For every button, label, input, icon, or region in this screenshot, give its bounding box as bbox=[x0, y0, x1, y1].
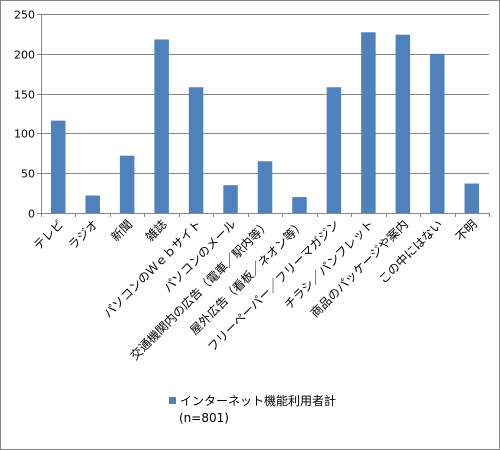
y-tick-label: 200 bbox=[14, 49, 35, 62]
y-tick-label: 100 bbox=[14, 128, 35, 141]
bar bbox=[395, 34, 411, 213]
bar bbox=[430, 53, 445, 213]
x-category-label: 不明 bbox=[453, 217, 480, 244]
bar bbox=[154, 39, 169, 213]
y-tick-label: 150 bbox=[14, 89, 35, 102]
bar bbox=[188, 87, 204, 213]
bar bbox=[119, 155, 135, 213]
x-category-label: テレビ bbox=[31, 217, 66, 252]
y-tick-label: 50 bbox=[21, 168, 35, 181]
bar bbox=[361, 32, 376, 213]
bar bbox=[50, 120, 66, 213]
y-tick-label: 0 bbox=[28, 208, 35, 221]
bar bbox=[464, 183, 480, 213]
x-category-labels: テレビ ラジオ 新聞 雑誌パソコンのＷｅｂサイトパソコンのメール交通機関内の広告（電車… bbox=[31, 217, 480, 363]
x-category-label: 新聞 bbox=[108, 217, 136, 245]
legend-label: インターネット機能利用者計 bbox=[180, 393, 336, 408]
bars bbox=[50, 32, 480, 213]
bar bbox=[326, 87, 342, 213]
legend-swatch bbox=[169, 397, 176, 404]
x-category-label: 雑誌 bbox=[142, 217, 170, 245]
bar bbox=[85, 195, 100, 213]
bar bbox=[223, 185, 238, 213]
legend-note: (n=801) bbox=[179, 411, 229, 425]
y-tick-labels: 0 50 100 150 200 250 bbox=[14, 9, 35, 221]
x-category-label: ラジオ bbox=[66, 217, 101, 252]
gridlines bbox=[41, 14, 489, 174]
bar bbox=[292, 197, 307, 213]
bar bbox=[257, 161, 273, 213]
axes bbox=[37, 14, 490, 217]
legend: インターネット機能利用者計 (n=801) bbox=[169, 393, 336, 425]
y-tick-label: 250 bbox=[14, 9, 35, 22]
